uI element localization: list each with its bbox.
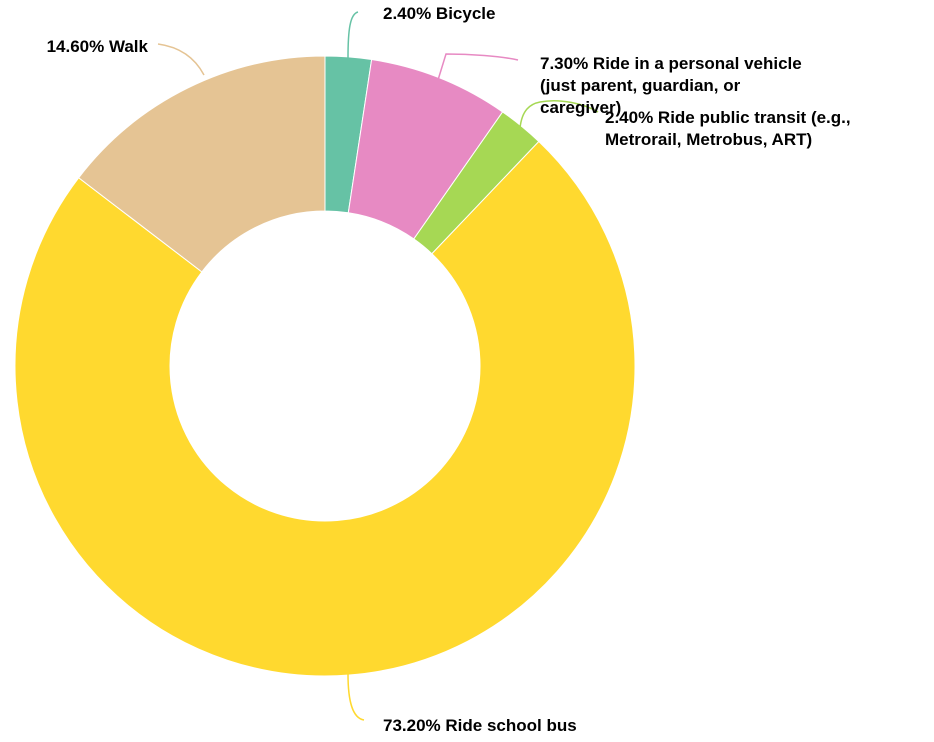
slice-ride-school-bus <box>14 140 636 677</box>
slice-label-line: 7.30% Ride in a personal vehicle <box>540 54 802 73</box>
slice-label-line: 2.40% Ride public transit (e.g., <box>605 108 851 127</box>
slice-label: 14.60% Walk <box>47 37 149 56</box>
slice-label: 73.20% Ride school bus <box>383 716 577 735</box>
slice-label-line: (just parent, guardian, or <box>540 76 741 95</box>
leader-line <box>157 43 205 76</box>
slice-label-line: Metrorail, Metrobus, ART) <box>605 130 812 149</box>
leader-line <box>519 100 599 129</box>
leader-line <box>437 53 519 81</box>
slice-label-line: 14.60% Walk <box>47 37 149 56</box>
leader-line <box>347 673 365 721</box>
slice-walk <box>77 55 326 273</box>
slice-label: 2.40% Ride public transit (e.g., Metrorai… <box>605 108 851 149</box>
slice-label: 2.40% Bicycle <box>383 4 495 23</box>
donut-slices <box>14 55 636 677</box>
leader-lines <box>157 11 599 721</box>
leader-line <box>347 11 359 59</box>
slice-label-line: 2.40% Bicycle <box>383 4 495 23</box>
slice-labels: 2.40% Bicycle 7.30% Ride in a personal ve… <box>47 4 851 735</box>
slice-label: 7.30% Ride in a personal vehicle (just pa… <box>540 54 802 117</box>
slice-label-line: caregiver) <box>540 98 621 117</box>
slice-label-line: 73.20% Ride school bus <box>383 716 577 735</box>
